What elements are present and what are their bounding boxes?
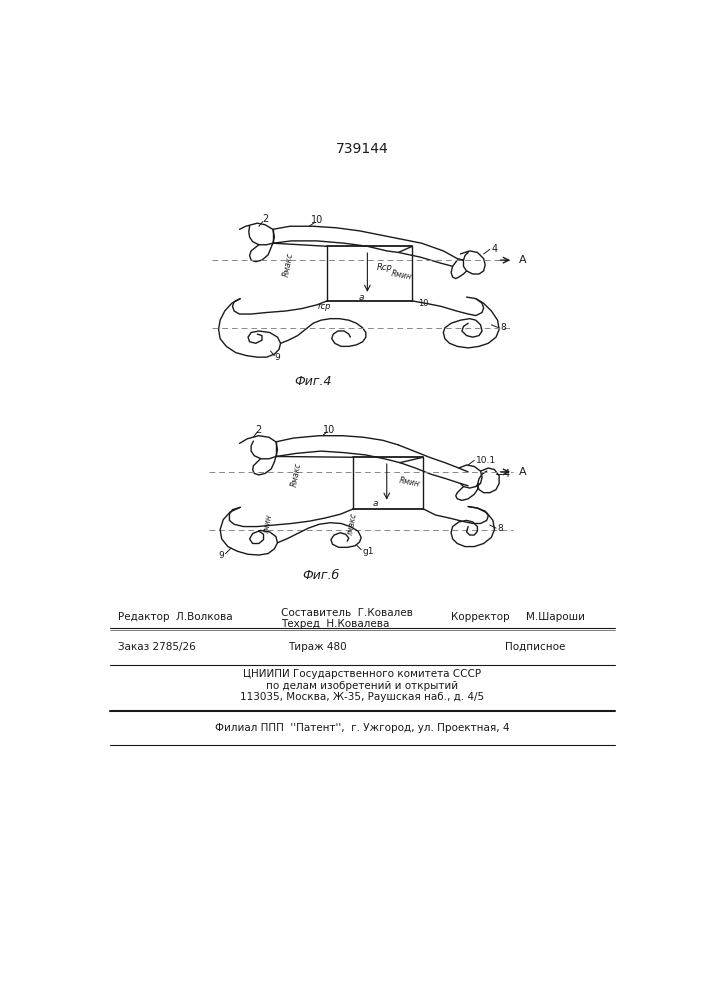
Text: Фиг.б: Фиг.б [303,569,339,582]
Text: g1: g1 [363,547,374,556]
Text: Филиал ППП  ''Патент'',  г. Ужгород, ул. Проектная, 4: Филиал ППП ''Патент'', г. Ужгород, ул. П… [215,723,509,733]
Text: 113035, Москва, Ж-35, Раушская наб., д. 4/5: 113035, Москва, Ж-35, Раушская наб., д. … [240,692,484,702]
Text: 2: 2 [262,214,268,224]
Text: Rмин: Rмин [391,269,413,282]
Text: 8: 8 [501,323,506,332]
Text: Корректор: Корректор [451,612,510,622]
Text: 2: 2 [256,425,262,435]
Text: ЦНИИПИ Государственного комитета СССР: ЦНИИПИ Государственного комитета СССР [243,669,481,679]
Text: rмин: rмин [262,513,274,534]
Text: 10: 10 [322,425,334,435]
Text: Тираж 480: Тираж 480 [288,642,346,652]
Text: 9: 9 [274,353,280,362]
Text: 739144: 739144 [336,142,388,156]
Text: М.Шароши: М.Шароши [526,612,585,622]
Text: 4: 4 [504,469,510,479]
Text: 8: 8 [498,524,503,533]
Text: 9: 9 [218,551,224,560]
Text: 4: 4 [491,244,498,254]
Text: Подписное: Подписное [506,642,566,652]
Text: a: a [373,499,378,508]
Text: rср: rср [318,302,332,311]
Text: 10.1: 10.1 [476,456,496,465]
Text: Rср: Rср [377,263,392,272]
Text: a: a [358,293,364,302]
Text: по делам изобретений и открытий: по делам изобретений и открытий [266,681,458,691]
Text: 10: 10 [311,215,323,225]
Text: rмакс: rмакс [346,512,358,535]
Text: Редактор  Л.Волкова: Редактор Л.Волкова [118,612,233,622]
Text: Rмин: Rмин [398,476,421,488]
Text: 10: 10 [418,299,428,308]
Text: А: А [518,467,526,477]
Text: Составитель  Г.Ковалев: Составитель Г.Ковалев [281,608,412,618]
Text: Фиг.4: Фиг.4 [294,375,332,388]
Text: Rмакс: Rмакс [282,252,295,278]
Text: Техред  Н.Ковалева: Техред Н.Ковалева [281,619,389,629]
Text: Rмакс: Rмакс [289,461,303,487]
Text: Заказ 2785/26: Заказ 2785/26 [118,642,196,652]
Text: А: А [518,255,526,265]
